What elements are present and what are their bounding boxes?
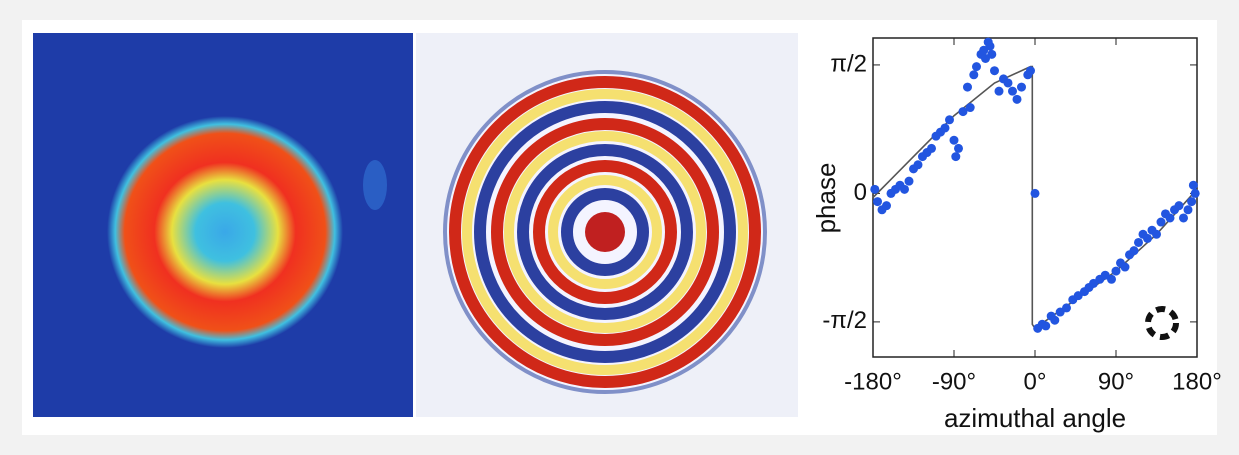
y-axis-label: phase: [811, 163, 841, 234]
x-tick-label: 90°: [1098, 368, 1134, 395]
data-point: [987, 50, 996, 59]
data-point: [1187, 197, 1196, 206]
data-point: [870, 185, 879, 194]
data-point: [1157, 218, 1166, 227]
data-point: [1179, 213, 1188, 222]
data-point: [986, 42, 995, 51]
y-tick-label: π/2: [830, 50, 867, 77]
data-point: [914, 160, 923, 169]
y-tick-label: -π/2: [822, 307, 867, 334]
data-point: [1134, 238, 1143, 247]
figure: azimuthal angle phase -180° -90° 0° 90° 180°…: [0, 0, 1239, 450]
data-point: [990, 66, 999, 75]
data-point: [954, 144, 963, 153]
data-point: [963, 83, 972, 92]
data-point: [1041, 321, 1050, 330]
data-point: [1026, 66, 1035, 75]
data-point: [1143, 234, 1152, 243]
data-point: [905, 177, 914, 186]
data-point: [1130, 246, 1139, 255]
x-tick-label: 0°: [1024, 368, 1047, 395]
data-point: [927, 144, 936, 153]
intensity-ring: [107, 116, 343, 348]
x-axis-label: azimuthal angle: [944, 403, 1126, 433]
data-point: [1050, 316, 1059, 325]
x-tick-label: 180°: [1172, 368, 1222, 395]
data-point: [972, 62, 981, 71]
data-point: [941, 123, 950, 132]
x-tick-label: -180°: [844, 368, 902, 395]
data-point: [1191, 189, 1200, 198]
data-point: [1175, 201, 1184, 210]
data-point: [1004, 78, 1013, 87]
data-point: [873, 197, 882, 206]
y-tick-label: 0: [854, 179, 867, 206]
data-point: [1062, 303, 1071, 312]
data-point: [969, 70, 978, 79]
data-point: [966, 103, 975, 112]
data-point: [882, 201, 891, 210]
data-point: [1107, 275, 1116, 284]
data-point: [1152, 230, 1161, 239]
data-point: [1121, 263, 1130, 272]
data-point: [1031, 189, 1040, 198]
data-point: [1013, 95, 1022, 104]
data-point: [945, 115, 954, 124]
data-point: [1017, 83, 1026, 92]
data-point: [1166, 213, 1175, 222]
data-point: [950, 136, 959, 145]
data-point: [900, 185, 909, 194]
data-point: [1184, 205, 1193, 214]
data-point: [1189, 181, 1198, 190]
x-tick-label: -90°: [932, 368, 976, 395]
data-point: [951, 152, 960, 161]
data-point: [1008, 87, 1017, 96]
interference-image: [416, 33, 798, 417]
speckle: [363, 160, 387, 210]
data-point: [1112, 267, 1121, 276]
data-point: [995, 87, 1004, 96]
